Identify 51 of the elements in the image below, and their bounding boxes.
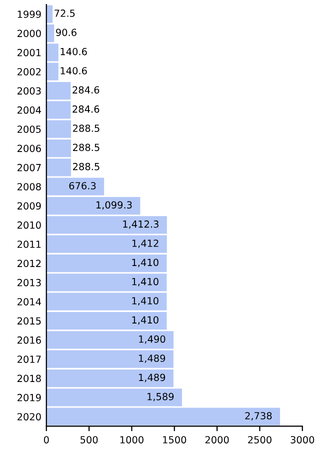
y-tick-label: 2020 bbox=[18, 413, 41, 420]
data-label: 1,410 bbox=[132, 297, 158, 306]
data-label: 288.5 bbox=[73, 124, 100, 132]
y-tick-label: 2002 bbox=[18, 68, 41, 76]
y-tick-label: 2003 bbox=[18, 87, 41, 95]
y-tick-label: 2006 bbox=[18, 144, 41, 152]
y-tick-label: 2014 bbox=[18, 298, 41, 306]
y-tick-label: 2011 bbox=[18, 240, 41, 248]
y-tick-label: 2015 bbox=[18, 317, 41, 325]
y-tick-label: 2000 bbox=[18, 30, 41, 38]
data-label: 72.5 bbox=[54, 10, 75, 17]
y-tick-label: 2001 bbox=[18, 48, 41, 56]
x-tick-label: 1500 bbox=[163, 436, 186, 444]
data-label: 288.5 bbox=[73, 162, 100, 170]
y-tick-label: 2019 bbox=[18, 394, 41, 402]
data-label: 140.6 bbox=[60, 48, 87, 56]
data-label: 1,410 bbox=[132, 258, 158, 268]
data-label: 90.6 bbox=[56, 28, 76, 36]
data-label: 284.6 bbox=[72, 86, 100, 94]
y-tick-label: 2004 bbox=[18, 106, 41, 114]
data-label: 676.3 bbox=[69, 182, 96, 190]
x-tick-label: 0 bbox=[44, 436, 49, 444]
data-label: 1,412.3 bbox=[123, 220, 158, 229]
x-tick-label: 500 bbox=[80, 436, 98, 444]
y-tick-label: 2009 bbox=[18, 202, 41, 210]
y-tick-label: 2007 bbox=[18, 164, 41, 172]
y-tick-label: 2012 bbox=[18, 260, 41, 268]
data-label: 1,490 bbox=[139, 335, 166, 344]
data-label: 288.5 bbox=[73, 144, 100, 152]
data-label: 1,489 bbox=[139, 354, 166, 363]
x-tick-label: 3000 bbox=[290, 436, 314, 444]
data-label: 284.6 bbox=[72, 105, 100, 113]
y-tick-label: 2005 bbox=[18, 126, 41, 133]
y-tick-label: 2017 bbox=[18, 356, 41, 363]
data-label: 140.6 bbox=[60, 67, 87, 74]
y-tick-label: 2013 bbox=[18, 278, 41, 286]
x-tick-label: 2000 bbox=[205, 436, 229, 444]
x-tick-label: 1000 bbox=[120, 436, 144, 444]
data-label: 1,099.3 bbox=[96, 201, 132, 210]
data-label: 1,412 bbox=[132, 240, 158, 248]
data-label: 2,738 bbox=[245, 412, 272, 420]
y-tick-label: 2010 bbox=[18, 221, 41, 229]
data-label: 1,410 bbox=[132, 278, 158, 286]
data-label: 1,489 bbox=[139, 374, 166, 382]
x-tick-label: 2500 bbox=[248, 436, 272, 444]
data-label: 1,589 bbox=[148, 392, 174, 402]
y-tick-label: 2016 bbox=[18, 336, 41, 344]
y-tick-label: 1999 bbox=[18, 10, 41, 18]
y-tick-label: 2008 bbox=[18, 183, 41, 190]
data-label: 1,410 bbox=[132, 316, 158, 325]
y-tick-label: 2018 bbox=[18, 374, 41, 382]
